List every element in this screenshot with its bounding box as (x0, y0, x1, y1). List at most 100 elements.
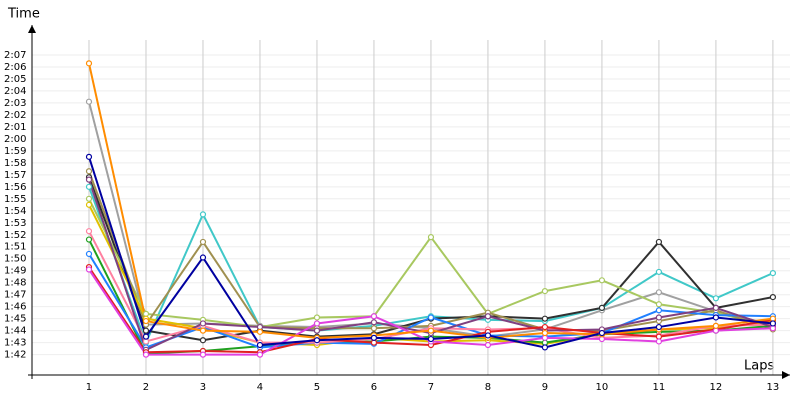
data-point (541, 323, 549, 331)
data-point (313, 320, 321, 327)
x-tick-label: 2 (143, 382, 149, 393)
y-tick-label: 1:44 (4, 326, 26, 337)
data-point (769, 320, 777, 327)
y-axis-arrow (28, 25, 36, 33)
x-tick-label: 11 (653, 382, 666, 393)
y-tick-label: 1:51 (4, 242, 26, 253)
data-point (712, 304, 720, 311)
data-point (655, 338, 663, 345)
data-point (655, 289, 663, 296)
y-tick-label: 2:04 (4, 86, 26, 97)
data-point (142, 351, 150, 358)
y-tick-label: 1:52 (4, 230, 26, 241)
data-point (85, 195, 93, 202)
y-tick-label: 1:54 (4, 206, 26, 217)
data-point (427, 335, 435, 343)
y-tick-label: 1:49 (4, 266, 26, 277)
y-tick-label: 2:01 (4, 122, 26, 133)
x-tick-label: 9 (542, 382, 548, 393)
y-tick-label: 1:46 (4, 302, 26, 313)
data-point (484, 313, 492, 320)
y-tick-label: 1:53 (4, 218, 26, 229)
y-tick-label: 1:47 (4, 290, 26, 301)
x-tick-label: 4 (257, 382, 263, 393)
data-point (313, 314, 321, 321)
y-tick-label: 1:43 (4, 338, 26, 349)
x-tick-label: 8 (485, 382, 491, 393)
y-tick-label: 1:42 (4, 350, 26, 361)
y-tick-label: 1:58 (4, 158, 26, 169)
y-tick-label: 2:07 (4, 50, 26, 61)
data-point (256, 351, 264, 358)
data-point (199, 254, 207, 261)
x-tick-label: 12 (710, 382, 723, 393)
y-tick-label: 2:05 (4, 74, 26, 85)
data-point (85, 236, 93, 243)
data-point (85, 183, 93, 190)
x-tick-label: 5 (314, 382, 320, 393)
data-point (85, 98, 93, 105)
data-point (256, 328, 264, 335)
data-point (655, 238, 663, 246)
data-point (85, 250, 93, 258)
data-point (655, 314, 663, 321)
data-point (655, 307, 663, 314)
data-point (484, 332, 492, 339)
data-point (541, 287, 549, 295)
data-point (199, 337, 207, 344)
data-point (427, 314, 435, 321)
data-point (85, 176, 93, 183)
data-point (484, 341, 492, 349)
data-point (85, 228, 93, 235)
y-tick-label: 1:48 (4, 278, 26, 289)
x-axis-arrow (782, 371, 790, 379)
y-tick-label: 2:03 (4, 98, 26, 109)
x-tick-label: 7 (428, 382, 434, 393)
data-point (85, 201, 93, 208)
data-point (541, 315, 549, 322)
data-point (199, 351, 207, 358)
y-tick-label: 2:06 (4, 62, 26, 73)
y-tick-label: 1:56 (4, 182, 26, 193)
data-point (598, 304, 606, 311)
y-tick-label: 2:00 (4, 134, 26, 145)
x-tick-label: 10 (596, 382, 609, 393)
x-axis-title: Laps (744, 359, 774, 374)
data-point (655, 301, 663, 308)
data-point (655, 323, 663, 331)
x-tick-label: 13 (767, 382, 780, 393)
y-tick-label: 1:59 (4, 146, 26, 157)
data-point (313, 337, 321, 344)
data-point (598, 277, 606, 284)
data-point (142, 333, 150, 340)
x-tick-label: 3 (200, 382, 206, 393)
data-point (712, 314, 720, 321)
data-point (85, 60, 93, 67)
x-tick-label: 1 (86, 382, 92, 393)
data-point (541, 329, 549, 337)
data-point (256, 341, 264, 349)
data-point (370, 325, 378, 332)
data-point (370, 334, 378, 341)
data-point (142, 317, 150, 325)
y-axis-title: Time (7, 7, 40, 22)
data-point (85, 153, 93, 160)
data-point (427, 234, 435, 241)
data-point (427, 327, 435, 334)
data-point (370, 313, 378, 320)
data-point (199, 238, 207, 246)
data-point (199, 327, 207, 334)
data-point (769, 293, 777, 301)
y-tick-label: 1:45 (4, 314, 26, 325)
data-point (769, 270, 777, 277)
y-tick-label: 1:55 (4, 194, 26, 205)
y-tick-label: 1:57 (4, 170, 26, 181)
data-point (199, 320, 207, 327)
data-point (85, 168, 93, 175)
x-tick-label: 6 (371, 382, 377, 393)
data-point (655, 268, 663, 276)
y-tick-label: 1:50 (4, 254, 26, 265)
data-point (85, 266, 93, 273)
data-point (598, 329, 606, 337)
